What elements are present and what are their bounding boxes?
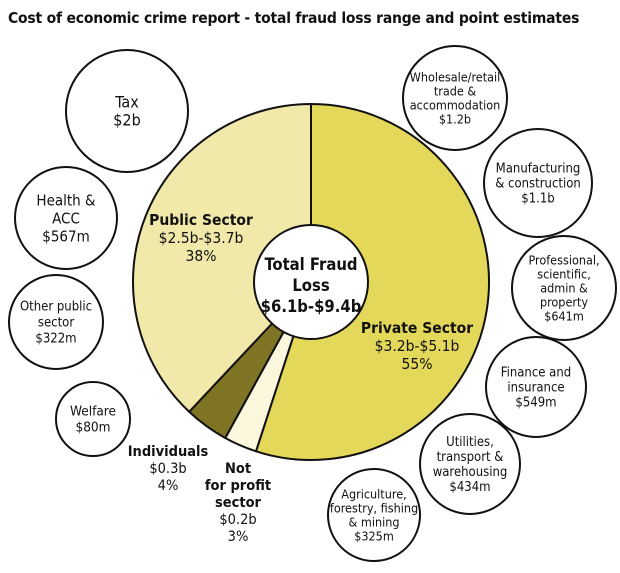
slice-label-individuals-line: $0.3b [149, 461, 186, 477]
pie-slice-private [254, 103, 490, 461]
private-bubble-2-label-line: property [540, 294, 588, 309]
public-bubble-1-label: Health & ACC $567m [36, 191, 96, 245]
pie-center-label-line: $6.1b-$9.4b [261, 297, 362, 316]
private-bubble-0-label-line: accommodation [410, 97, 501, 112]
private-bubble-5-label-line: & mining [349, 514, 400, 529]
private-bubble-1-label-line: & construction [495, 177, 581, 192]
slice-label-individuals-line: Individuals [128, 444, 209, 460]
slice-label-public-line: Public Sector [149, 211, 253, 229]
slice-label-not-for-profit: Not for profit sector $0.2b 3% [205, 461, 271, 545]
public-bubble-0-label-line: $2b [113, 111, 140, 130]
slice-label-private-line: Private Sector [361, 319, 473, 337]
slice-label-not-for-profit-line: 3% [228, 529, 249, 545]
public-bubble-1-circle [14, 166, 118, 270]
private-bubble-0-label-line: trade & [434, 83, 477, 98]
private-bubble-3-label-line: insurance [507, 381, 564, 396]
public-bubble-1-label-line: $567m [42, 227, 89, 245]
slice-label-public-line: $2.5b-$3.7b [159, 229, 244, 247]
private-bubble-1-label-line: Manufacturing [496, 162, 581, 177]
private-bubble-5-label-line: $325m [354, 528, 394, 543]
pie-center-label: Total Fraud Loss $6.1b-$9.4b [261, 255, 362, 316]
private-bubble-5-label: Agriculture, forestry, fishing & mining $32… [330, 486, 418, 543]
slice-label-not-for-profit-line: Not [225, 461, 251, 477]
private-bubble-3-label: Finance and insurance $549m [501, 366, 571, 411]
public-bubble-0-label-line: Tax [114, 93, 139, 112]
private-bubble-2-label-line: admin & [540, 280, 588, 295]
private-bubble-0-label-line: $1.2b [439, 111, 471, 126]
private-bubble-5-label-line: Agriculture, [341, 486, 406, 501]
public-bubble-2-label-line: $322m [35, 332, 76, 347]
pie-slice-public [132, 103, 312, 413]
public-bubble-0-circle [65, 49, 189, 173]
private-bubble-3-label-line: $549m [515, 396, 556, 411]
slice-label-private-line: 55% [402, 355, 433, 373]
private-bubble-2-label-line: $641m [544, 308, 584, 323]
public-bubble-2-circle [8, 274, 104, 370]
private-bubble-4-label: Utilities, transport & warehousing $434m [433, 435, 508, 495]
slice-label-public-line: 38% [186, 247, 217, 265]
private-bubble-2-circle [511, 235, 617, 341]
private-bubble-3-circle [485, 336, 587, 438]
slice-label-public: Public Sector $2.5b-$3.7b 38% [149, 211, 253, 265]
public-bubble-1-label-line: Health & [36, 191, 96, 209]
slice-label-private-line: $3.2b-$5.1b [375, 337, 460, 355]
public-bubble-3-circle [55, 381, 131, 457]
public-bubble-0-label: Tax $2b [113, 93, 140, 130]
private-bubble-3-label-line: Finance and [501, 366, 571, 381]
private-bubble-1-label: Manufacturing & construction $1.1b [495, 162, 581, 207]
private-bubble-4-label-line: $434m [449, 480, 490, 495]
pie-center-label-line: Loss [292, 276, 329, 295]
private-bubble-1-label-line: $1.1b [521, 192, 554, 207]
slice-label-not-for-profit-line: for profit [205, 478, 271, 494]
public-bubble-3-label-line: $80m [75, 420, 110, 436]
private-bubble-4-circle [419, 413, 521, 515]
pie-center-label-line: Total Fraud [264, 255, 357, 274]
public-bubble-2-label: Other public sector $322m [20, 300, 92, 347]
pie-center-hole [253, 224, 369, 340]
private-bubble-2-label-line: scientific, [537, 266, 591, 281]
public-bubble-3-label-line: Welfare [70, 404, 116, 420]
private-bubble-5-circle [327, 468, 421, 562]
slice-label-individuals-line: 4% [158, 478, 179, 494]
public-bubble-1-label-line: ACC [52, 209, 80, 227]
private-bubble-4-label-line: Utilities, [446, 435, 494, 450]
private-bubble-5-label-line: forestry, fishing [330, 500, 418, 515]
private-bubble-2-label-line: Professional, [528, 252, 599, 267]
chart-title: Cost of economic crime report - total fr… [8, 9, 580, 27]
private-bubble-4-label-line: warehousing [433, 465, 508, 480]
private-bubble-1-circle [483, 128, 593, 238]
public-bubble-3-label: Welfare $80m [70, 404, 116, 436]
slice-label-not-for-profit-line: sector [215, 495, 262, 511]
private-bubble-2-label: Professional, scientific, admin & property $… [528, 252, 599, 323]
slice-label-individuals: Individuals $0.3b 4% [128, 444, 209, 494]
private-bubble-0-circle [402, 45, 508, 151]
private-bubble-0-label: Wholesale/retail trade & accommodation $1.2… [410, 69, 501, 126]
private-bubble-4-label-line: transport & [437, 450, 504, 465]
slice-label-not-for-profit-line: $0.2b [219, 512, 256, 528]
private-bubble-0-label-line: Wholesale/retail [410, 69, 501, 84]
public-bubble-2-label-line: Other public [20, 300, 92, 315]
slice-label-private: Private Sector $3.2b-$5.1b 55% [361, 319, 473, 373]
public-bubble-2-label-line: sector [38, 316, 74, 331]
